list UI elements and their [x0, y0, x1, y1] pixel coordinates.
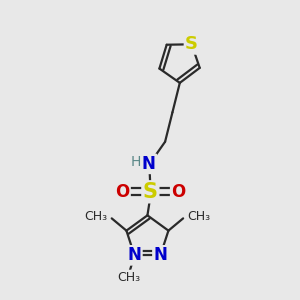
Text: S: S: [185, 35, 198, 53]
Text: CH₃: CH₃: [117, 271, 140, 284]
Text: N: N: [128, 246, 141, 264]
Text: S: S: [143, 182, 158, 202]
Text: N: N: [142, 155, 156, 173]
Text: N: N: [154, 246, 167, 264]
Text: CH₃: CH₃: [188, 210, 211, 224]
Text: O: O: [171, 183, 185, 201]
Text: CH₃: CH₃: [84, 210, 107, 224]
Text: H: H: [130, 155, 141, 169]
Text: O: O: [115, 183, 130, 201]
